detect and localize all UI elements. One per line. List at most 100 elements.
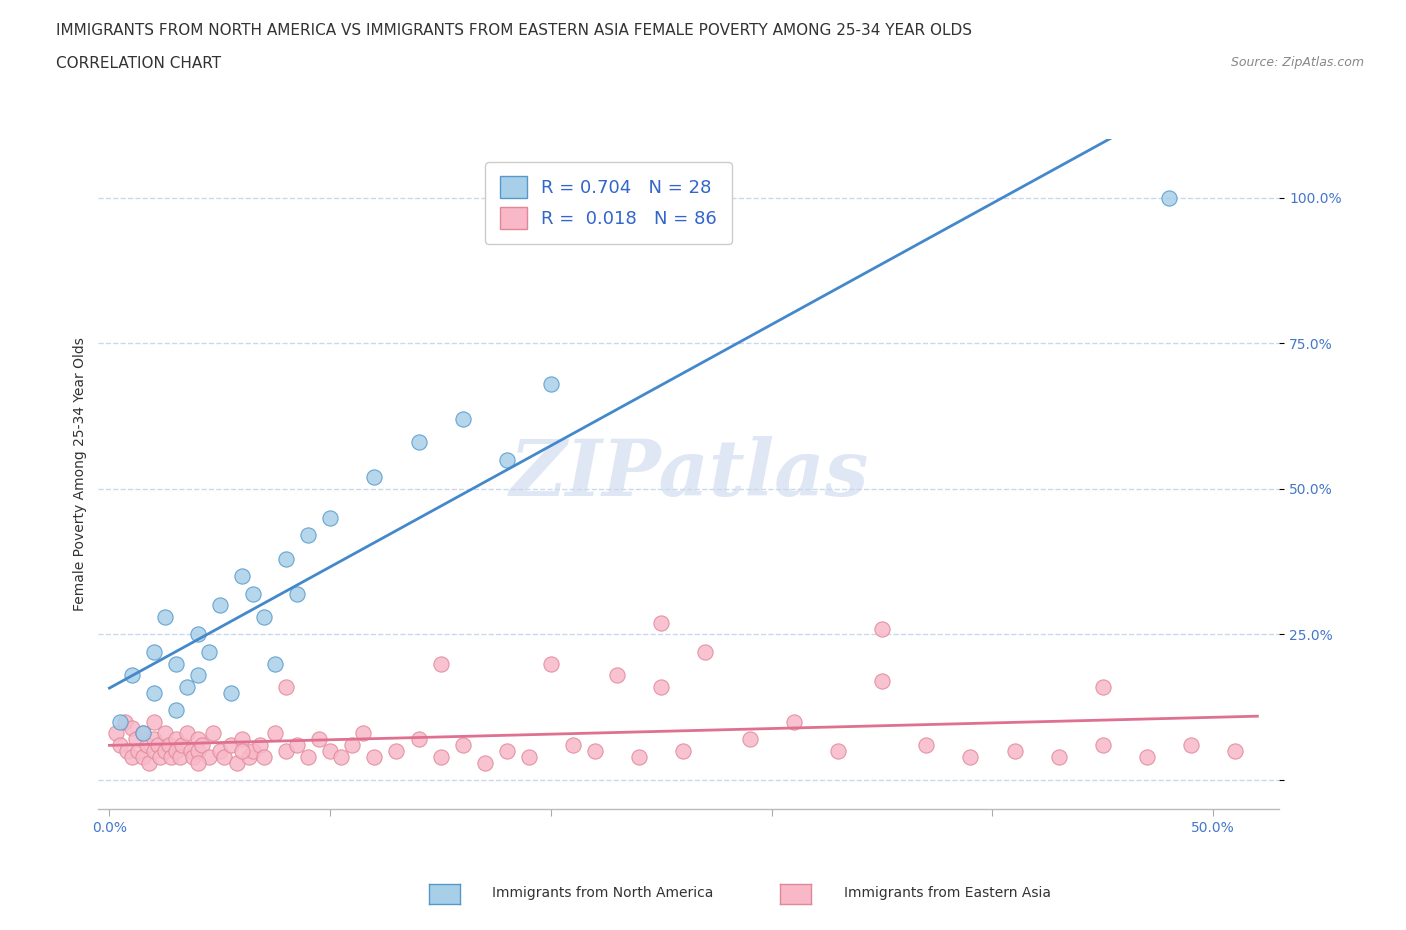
Point (285, 586, 308, 601)
Point (114, 714, 136, 729)
Point (131, 750, 153, 764)
Point (330, 750, 353, 764)
Point (187, 743, 209, 758)
Point (153, 726, 176, 741)
Point (142, 743, 165, 758)
Point (121, 668, 143, 683)
Point (429, 656, 451, 671)
Point (1091, 680, 1114, 695)
Point (121, 750, 143, 764)
Point (319, 743, 342, 758)
Point (352, 726, 374, 741)
Point (121, 720, 143, 735)
Point (198, 750, 221, 764)
Point (208, 743, 231, 758)
Point (495, 743, 517, 758)
Point (180, 743, 202, 758)
Point (115, 743, 138, 758)
Text: Immigrants from Eastern Asia: Immigrants from Eastern Asia (844, 885, 1050, 900)
Point (738, 732, 761, 747)
Point (606, 668, 628, 683)
Point (242, 743, 264, 758)
Point (231, 732, 253, 747)
Point (451, 412, 474, 427)
Point (142, 732, 165, 747)
Point (202, 726, 225, 741)
Point (870, 621, 893, 636)
Point (959, 750, 981, 764)
Point (264, 656, 287, 671)
Point (650, 616, 672, 631)
Point (1091, 737, 1114, 752)
Point (165, 703, 187, 718)
Point (198, 644, 221, 659)
Point (672, 743, 695, 758)
Point (187, 755, 209, 770)
Point (153, 743, 176, 758)
Text: CORRELATION CHART: CORRELATION CHART (56, 56, 221, 71)
Point (1180, 737, 1202, 752)
Point (231, 569, 253, 584)
Point (187, 732, 209, 747)
Point (253, 609, 276, 624)
Point (274, 743, 297, 758)
Point (110, 714, 132, 729)
Point (105, 726, 128, 741)
Point (274, 680, 297, 695)
Point (191, 737, 214, 752)
Point (127, 743, 149, 758)
Point (249, 737, 271, 752)
Point (474, 755, 496, 770)
Point (226, 755, 249, 770)
Text: IMMIGRANTS FROM NORTH AMERICA VS IMMIGRANTS FROM EASTERN ASIA FEMALE POVERTY AMO: IMMIGRANTS FROM NORTH AMERICA VS IMMIGRA… (56, 23, 972, 38)
Point (1136, 750, 1159, 764)
Point (870, 673, 893, 688)
Point (160, 750, 183, 764)
Point (165, 743, 187, 758)
Point (183, 750, 205, 764)
Point (308, 732, 330, 747)
Point (297, 528, 319, 543)
Point (783, 714, 806, 729)
Point (110, 737, 132, 752)
Point (297, 750, 319, 764)
Point (142, 714, 165, 729)
Point (1225, 743, 1247, 758)
Point (136, 737, 159, 752)
Point (131, 726, 153, 741)
Point (176, 680, 198, 695)
Point (628, 750, 651, 764)
Point (363, 470, 385, 485)
Point (285, 737, 308, 752)
Point (650, 680, 672, 695)
Point (429, 750, 451, 764)
Point (138, 755, 160, 770)
Point (238, 750, 260, 764)
Point (242, 586, 264, 601)
Point (125, 732, 148, 747)
Point (142, 685, 165, 700)
Point (212, 750, 235, 764)
Point (187, 668, 209, 683)
Point (408, 435, 430, 450)
Point (385, 743, 408, 758)
Text: Source: ZipAtlas.com: Source: ZipAtlas.com (1230, 56, 1364, 69)
Point (517, 750, 540, 764)
Point (131, 726, 153, 741)
Y-axis label: Female Poverty Among 25-34 Year Olds: Female Poverty Among 25-34 Year Olds (73, 338, 87, 611)
Point (153, 609, 176, 624)
Point (169, 750, 191, 764)
Point (827, 743, 849, 758)
Text: Immigrants from North America: Immigrants from North America (492, 885, 713, 900)
Point (342, 737, 364, 752)
Point (146, 737, 169, 752)
Point (540, 377, 562, 392)
Point (1004, 743, 1026, 758)
Point (583, 743, 606, 758)
Point (274, 551, 297, 566)
Point (231, 743, 253, 758)
Point (187, 627, 209, 642)
Point (319, 511, 342, 525)
Point (165, 732, 187, 747)
Text: ZIPatlas: ZIPatlas (509, 436, 869, 512)
